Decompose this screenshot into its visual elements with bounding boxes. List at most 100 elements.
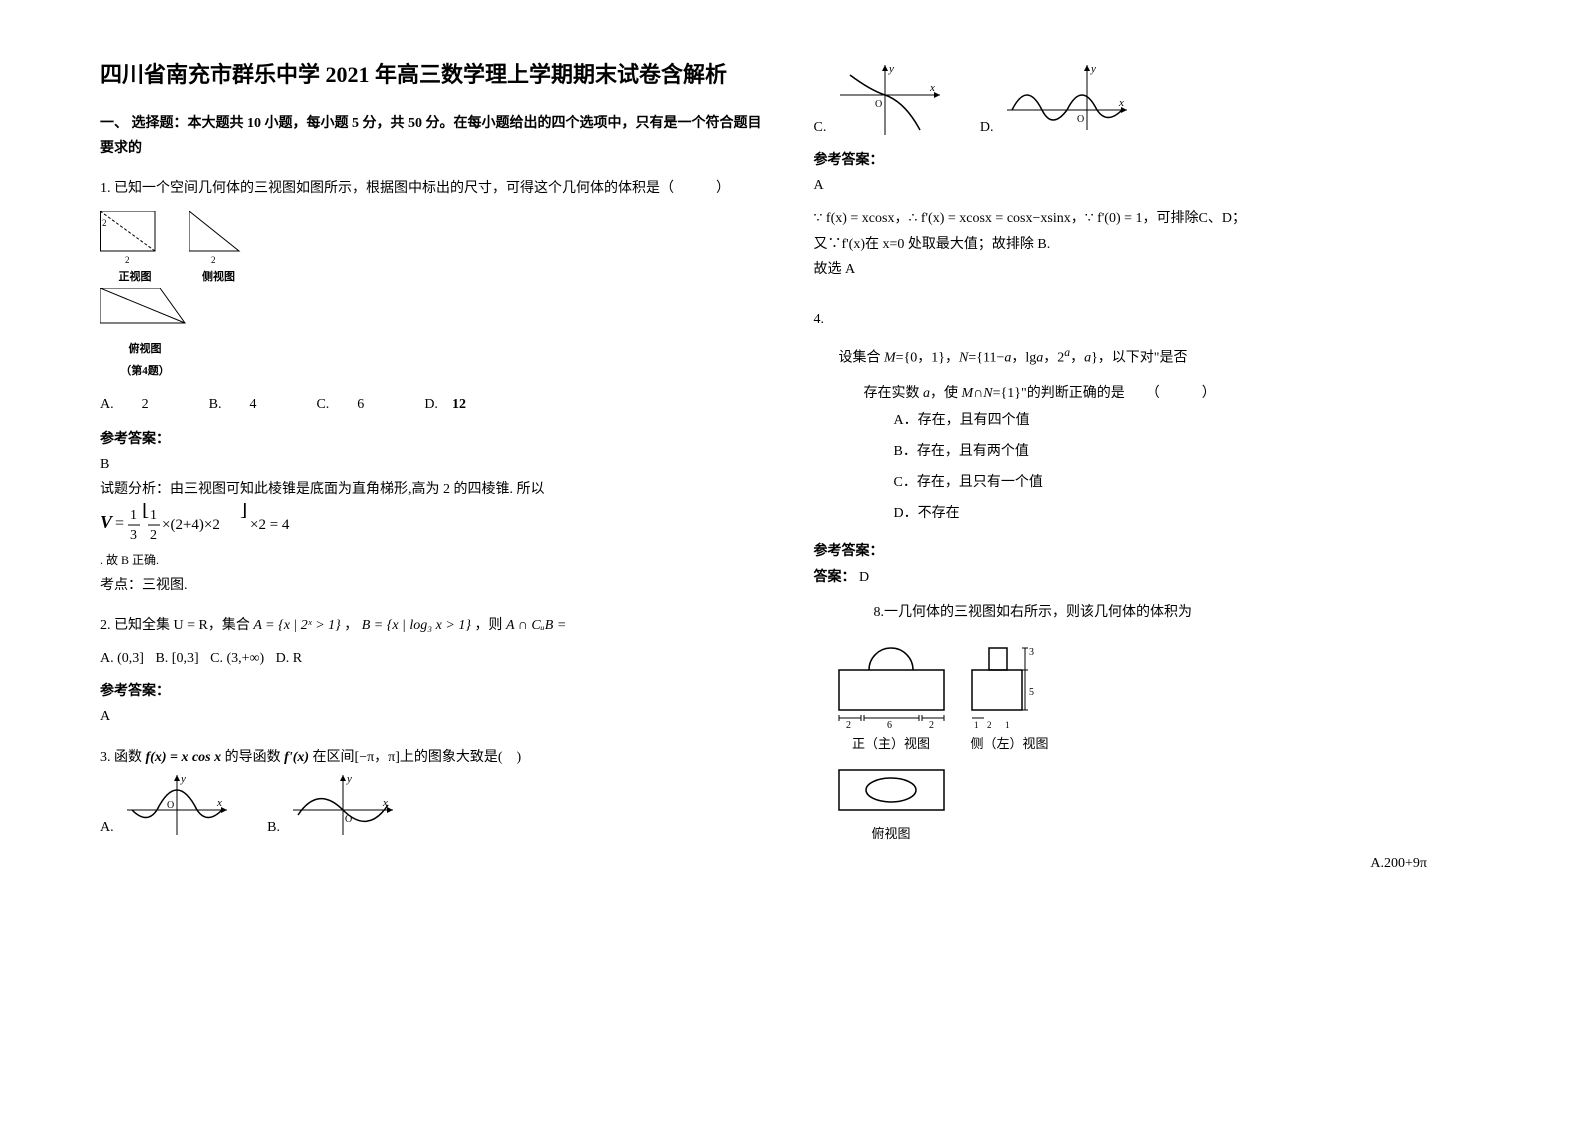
q3-graph-options: A. y x O B. <box>100 770 774 840</box>
q1-formula: V = 1 3 [ 1 2 ×(2+4)×2 ] ×2 = 4 . 故 B 正确… <box>100 503 774 573</box>
q8-views: 2 6 2 正（主）视图 3 <box>834 640 1488 876</box>
q8-front-svg: 2 6 2 <box>834 640 949 730</box>
q2-prefix: 2. 已知全集 U = R，集合 <box>100 618 253 633</box>
q8-side-label: 侧（左）视图 <box>967 732 1052 755</box>
svg-text:x: x <box>216 797 222 809</box>
q8-front-label: 正（主）视图 <box>834 732 949 755</box>
formula-svg: V = 1 3 [ 1 2 ×(2+4)×2 ] ×2 = 4 <box>100 503 320 548</box>
svg-text:x: x <box>382 797 388 809</box>
q4-answer: D <box>859 570 869 585</box>
q1-text: 1. 已知一个空间几何体的三视图如图所示，根据图中标出的尺寸，可得这个几何体的体… <box>100 176 774 201</box>
q3-label-a: A. <box>100 815 114 840</box>
q1-front-label: 正视图 <box>100 268 170 288</box>
svg-text:×2 = 4: ×2 = 4 <box>250 517 290 533</box>
q1-point: 考点：三视图. <box>100 573 774 598</box>
q4-answer-line: 答案： D <box>814 565 1488 590</box>
right-column: C. y x O D. y x O <box>794 60 1508 1062</box>
svg-text:O: O <box>345 814 352 825</box>
q3-deriv: f'(x) <box>284 750 309 765</box>
q3-analysis-2: 又∵f'(x)在 x=0 处取最大值；故排除 B. <box>814 232 1488 257</box>
q8-top-svg <box>834 765 949 820</box>
svg-text:1: 1 <box>150 508 157 523</box>
q1-option-b: B. 4 <box>209 392 257 417</box>
q3-label-d: D. <box>980 115 994 140</box>
front-view-svg: 2 2 <box>100 211 170 266</box>
q2-answer-label: 参考答案： <box>100 679 774 704</box>
q2-option-b: B. [0,3] <box>155 651 198 666</box>
q4-option-d: D．不存在 <box>894 499 1488 530</box>
svg-text:y: y <box>346 773 352 785</box>
q3-suffix: 在区间[−π，π]上的图象大致是( ) <box>313 750 522 765</box>
q1-views: 2 2 正视图 2 侧视图 <box>100 211 774 381</box>
svg-text:y: y <box>1090 63 1096 75</box>
q1-top-view: 俯视图 （第4题） <box>100 288 190 382</box>
svg-text:2: 2 <box>846 720 851 730</box>
svg-text:[: [ <box>142 503 149 520</box>
svg-text:1: 1 <box>1005 720 1010 730</box>
q3-option-d-graph: D. y x O <box>980 60 1137 140</box>
q2-mid: ， <box>344 618 358 633</box>
q3-option-a-graph: A. y x O <box>100 770 237 840</box>
svg-text:6: 6 <box>887 720 892 730</box>
q3-graph-options-cd: C. y x O D. y x O <box>814 60 1488 140</box>
q4-line2: 存在实数 a，使 M∩N={1}"的判断正确的是 （ ） <box>864 381 1488 406</box>
q4-option-c: C．存在，且只有一个值 <box>894 468 1488 499</box>
question-1: 1. 已知一个空间几何体的三视图如图所示，根据图中标出的尺寸，可得这个几何体的体… <box>100 176 774 598</box>
svg-text:1: 1 <box>130 508 137 523</box>
graph-c-svg: y x O <box>830 60 950 140</box>
q1-caption: （第4题） <box>100 362 190 382</box>
q4-options: A．存在，且有四个值 B．存在，且有两个值 C．存在，且只有一个值 D．不存在 <box>894 406 1488 529</box>
svg-text:2: 2 <box>929 720 934 730</box>
svg-text:y: y <box>888 63 894 75</box>
q1-option-d: D. D. 1212 <box>424 392 466 417</box>
q3-mid: 的导函数 <box>225 750 285 765</box>
q2-option-a: A. (0,3] <box>100 651 144 666</box>
left-column: 四川省南充市群乐中学 2021 年高三数学理上学期期末试卷含解析 一、 选择题：… <box>80 60 794 1062</box>
svg-text:2: 2 <box>102 218 107 228</box>
q2-option-c: C. (3,+∞) <box>210 651 264 666</box>
question-8-text: 8.一几何体的三视图如右所示，则该几何体的体积为 <box>874 600 1488 625</box>
svg-text:3: 3 <box>1029 647 1034 658</box>
q8-top-label: 俯视图 <box>834 822 949 845</box>
q2-answer: A <box>100 704 774 729</box>
side-view-svg: 2 <box>189 211 249 266</box>
q1-options: A. 2 B. 4 C. 6 D. D. 1212 <box>100 392 774 417</box>
svg-text:2: 2 <box>211 255 216 265</box>
q4-answer-prefix: 答案： <box>814 570 856 585</box>
svg-text:V: V <box>100 512 114 532</box>
q1-front-view: 2 2 正视图 <box>100 211 170 288</box>
svg-text:=: = <box>115 515 124 532</box>
svg-text:2: 2 <box>125 255 130 265</box>
q2-options: A. (0,3] B. [0,3] C. (3,+∞) D. R <box>100 646 774 671</box>
section1-header: 一、 选择题：本大题共 10 小题，每小题 5 分，共 50 分。在每小题给出的… <box>100 111 774 161</box>
svg-text:O: O <box>167 800 174 811</box>
question-3: 3. 函数 f(x) = x cos x 的导函数 f'(x) 在区间[−π，π… <box>100 745 774 840</box>
svg-text:5: 5 <box>1029 687 1034 698</box>
q4-option-a: A．存在，且有四个值 <box>894 406 1488 437</box>
q8-option-a: A.200+9π <box>834 851 1428 876</box>
q1-analysis-suffix: . 故 B 正确. <box>100 553 159 567</box>
q2-setB: B = {x | log₃ x > 1} <box>362 618 471 633</box>
q8-side-svg: 3 5 1 2 1 <box>967 640 1052 730</box>
q3-answer-label: 参考答案： <box>814 148 1488 173</box>
q4-line1: 设集合 M={0，1}，N={11−a，lga，2a，a}，以下对"是否 <box>839 342 1488 371</box>
q1-side-label: 侧视图 <box>189 268 249 288</box>
q3-analysis-3: 故选 A <box>814 257 1488 282</box>
svg-text:O: O <box>875 99 882 110</box>
q4-answer-label: 参考答案： <box>814 539 1488 564</box>
svg-text:3: 3 <box>130 528 137 543</box>
q1-option-a: A. 2 <box>100 392 149 417</box>
svg-text:1: 1 <box>974 720 979 730</box>
q1-answer-label: 参考答案： <box>100 427 774 452</box>
svg-text:x: x <box>929 82 935 94</box>
document-title: 四川省南充市群乐中学 2021 年高三数学理上学期期末试卷含解析 <box>100 60 774 91</box>
svg-text:×(2+4)×2: ×(2+4)×2 <box>162 517 220 533</box>
top-view-svg <box>100 288 190 338</box>
q3-answer: A <box>814 173 1488 198</box>
graph-a-svg: y x O <box>117 770 237 840</box>
q2-expr: A ∩ CᵤB = <box>506 618 566 633</box>
q3-option-b-graph: B. y x O <box>267 770 403 840</box>
q3-analysis-1: ∵ f(x) = xcosx，∴ f'(x) = xcosx = cosx−xs… <box>814 206 1488 231</box>
svg-text:2: 2 <box>987 720 992 730</box>
q2-mid2: ，则 <box>474 618 506 633</box>
